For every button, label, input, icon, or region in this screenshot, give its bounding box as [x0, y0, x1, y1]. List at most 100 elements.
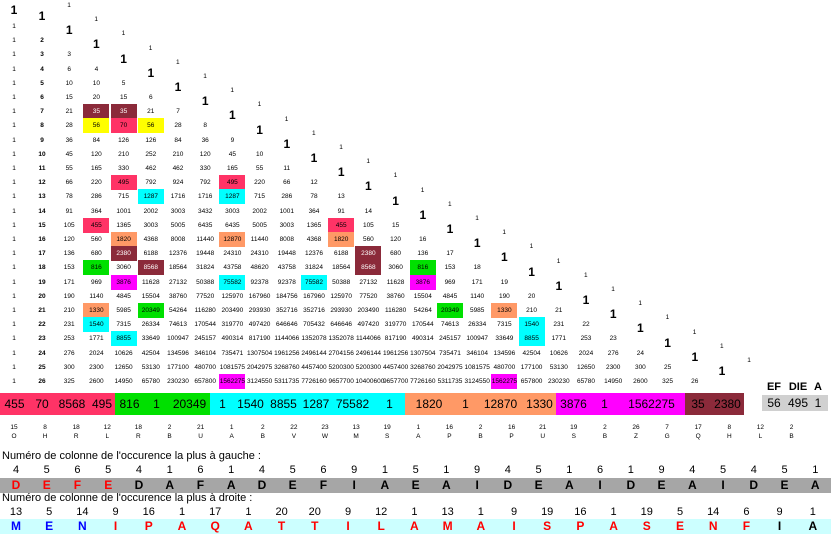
key-letter: L	[105, 433, 110, 440]
diagonal-label: 1	[664, 335, 671, 350]
column-number: 5	[412, 464, 419, 476]
triangle-cell-highlighted: 1820	[328, 232, 355, 247]
column-letter: A	[609, 519, 618, 533]
triangle-cell: 1961256	[382, 349, 409, 357]
diagonal-label: 1	[392, 193, 399, 208]
column-letter: D	[11, 478, 21, 492]
key-number: 1	[416, 424, 421, 431]
column-number: 14	[76, 506, 89, 518]
triangle-cell: 346104	[194, 349, 217, 357]
ef-header: EF	[766, 381, 782, 393]
triangle-cell: 6188	[333, 250, 349, 258]
column-number: 5	[289, 464, 296, 476]
triangle-cell: 66	[65, 179, 73, 187]
triangle-cell-highlighted: 3876	[110, 274, 137, 290]
triangle-cell-highlighted: 20349	[437, 303, 463, 318]
key-number: 13	[352, 424, 360, 431]
column-letter: E	[288, 478, 297, 492]
triangle-cell: 7315	[116, 321, 131, 329]
column-letter: A	[476, 519, 486, 533]
triangle-cell: 1352078	[301, 335, 327, 343]
column-letter: Q	[210, 519, 220, 533]
triangle-cell: 346104	[466, 349, 489, 357]
triangle-cell: 18	[473, 264, 481, 272]
triangle-cell-highlighted: 56	[137, 118, 164, 134]
column-number: 9	[112, 506, 119, 518]
triangle-cell: 10	[255, 150, 264, 158]
key-letter: S	[571, 433, 576, 440]
triangle-cell: 462	[172, 165, 184, 172]
column-letter: S	[642, 519, 651, 533]
column-letter: I	[777, 519, 782, 533]
triangle-cell: 167960	[248, 292, 271, 300]
column-number: 1	[610, 506, 617, 518]
triangle-cell: 14950	[114, 378, 133, 385]
column-letter: I	[352, 478, 356, 492]
triangle-cell: 78	[310, 193, 318, 201]
triangle-cell: 330	[199, 165, 211, 172]
band-value: 3876	[556, 393, 591, 415]
triangle-cell: 1144066	[274, 335, 300, 343]
triangle-cell: 12376	[168, 250, 188, 258]
triangle-cell: 74613	[440, 321, 460, 329]
band-value: 1	[591, 393, 618, 415]
triangle-cell: 21	[147, 108, 155, 116]
triangle-cell: 286	[90, 193, 102, 201]
triangle-cell: 19448	[277, 250, 296, 258]
band-value: 1287	[301, 393, 331, 415]
key-number: 16	[507, 424, 516, 431]
triangle-cell: 3432	[197, 207, 213, 215]
key-letter: L	[758, 433, 763, 440]
key-letter: H	[726, 433, 732, 440]
triangle-cell: 6	[148, 94, 153, 101]
band-value: 75582	[331, 393, 374, 415]
column-number: 1	[627, 464, 634, 476]
column-number: 1	[166, 464, 173, 476]
triangle-cell: 134596	[167, 349, 189, 357]
triangle-cell: 134596	[493, 349, 516, 357]
diagonal-label: 1	[691, 349, 699, 364]
key-number: 8	[43, 424, 47, 431]
triangle-cell: 715	[254, 193, 266, 201]
triangle-cell: 12	[38, 179, 46, 187]
triangle-cell: 1	[12, 292, 16, 300]
column-letter: T	[311, 519, 319, 533]
triangle-cell: 170544	[194, 321, 217, 329]
triangle-cell-highlighted: 816	[409, 260, 436, 276]
triangle-cell: 7726160	[301, 378, 327, 385]
triangle-cell: 705432	[303, 321, 325, 329]
triangle-cell: 2300	[89, 363, 104, 371]
column-number: 4	[12, 464, 20, 476]
column-number: 4	[750, 464, 757, 476]
key-number: 2	[478, 424, 483, 431]
triangle-cell: 6	[40, 94, 44, 101]
diagonal-label: 1	[582, 293, 590, 307]
column-number: 6	[197, 464, 204, 476]
triangle-cell: 100947	[167, 335, 189, 343]
triangle-cell: 1081575	[464, 363, 490, 371]
triangle-cell: 45	[65, 150, 73, 158]
key-number: 7	[665, 424, 669, 431]
triangle-cell-highlighted: 1330	[491, 303, 518, 318]
triangle-cell: 680	[390, 250, 402, 258]
triangle-cell: 74613	[168, 321, 188, 329]
triangle-cell: 92378	[277, 278, 296, 286]
triangle-cell: 1	[12, 108, 16, 116]
triangle-cell: 14	[38, 207, 46, 215]
triangle-cell-highlighted: 20349	[137, 303, 164, 318]
triangle-cell: 24	[38, 349, 46, 357]
triangle-cell: 1001	[116, 207, 131, 215]
column-letter: A	[165, 478, 175, 492]
key-letter: P	[447, 433, 452, 440]
column-letter: E	[42, 478, 51, 492]
triangle-cell: 252	[145, 150, 157, 158]
column-letter: P	[144, 519, 153, 533]
triangle-cell: 1365	[116, 221, 131, 229]
key-letter: W	[321, 433, 329, 440]
triangle-cell: 364	[308, 207, 320, 215]
triangle-cell: 77520	[359, 292, 378, 300]
triangle-cell: 26	[38, 378, 46, 385]
triangle-cell: 17	[38, 250, 46, 258]
triangle-cell: 15	[38, 221, 46, 229]
column-letter: E	[45, 519, 54, 533]
